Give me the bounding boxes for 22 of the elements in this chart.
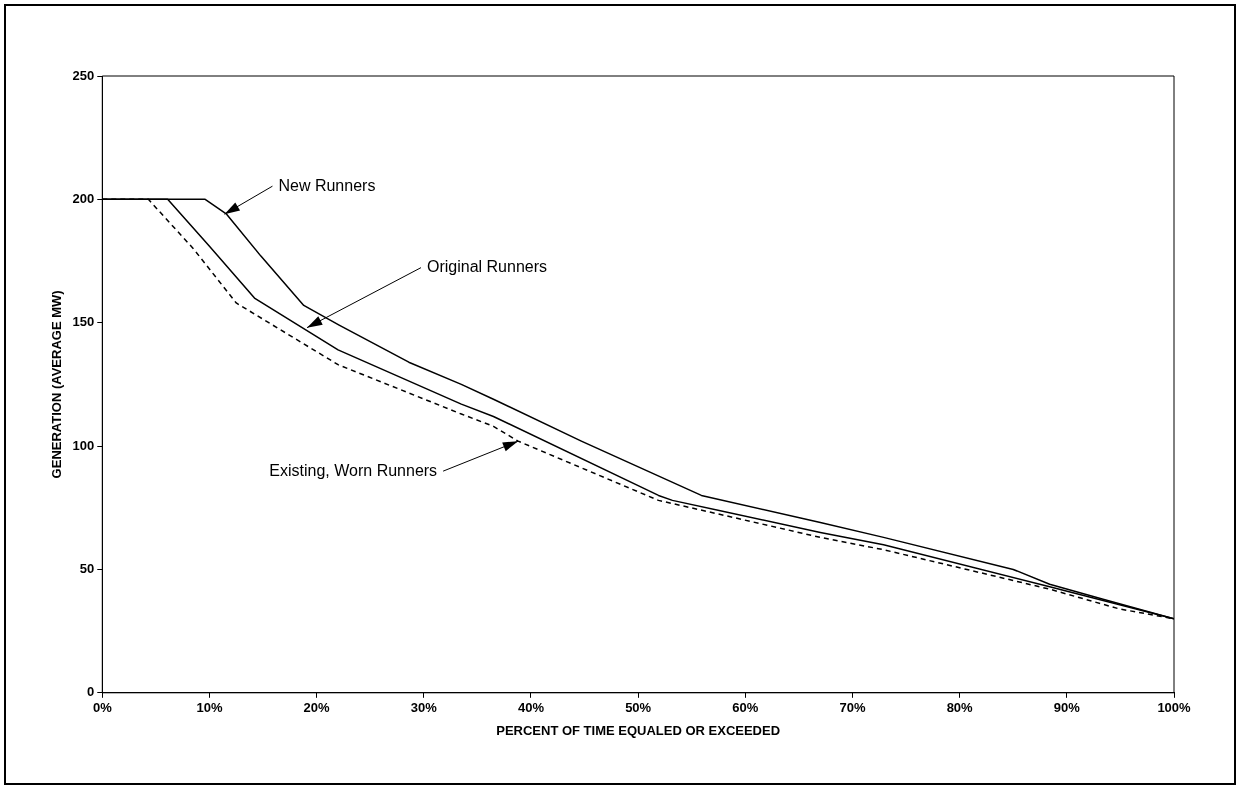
y-axis-title: GENERATION (AVERAGE MW) <box>49 290 65 479</box>
x-tick-label: 100% <box>1157 700 1192 716</box>
y-tick-label: 200 <box>72 190 95 206</box>
x-tick-label: 20% <box>303 700 331 716</box>
x-tick-label: 0% <box>92 700 113 716</box>
x-tick-label: 60% <box>732 700 759 716</box>
x-tick-label: 40% <box>517 700 545 716</box>
x-axis-title: PERCENT OF TIME EQUALED OR EXCEEDED <box>496 722 781 738</box>
annotation: New Runners <box>278 176 376 194</box>
y-tick-label: 0 <box>87 684 95 700</box>
x-tick-label: 50% <box>625 700 652 716</box>
y-tick-label: 100 <box>72 437 95 453</box>
x-tick-label: 90% <box>1053 700 1081 716</box>
x-tick-label: 70% <box>839 700 866 716</box>
y-tick-label: 150 <box>72 314 95 330</box>
y-tick-label: 50 <box>79 561 95 577</box>
x-tick-label: 80% <box>946 700 974 716</box>
y-tick-label: 250 <box>72 67 95 83</box>
annotation: Existing, Worn Runners <box>269 461 438 479</box>
annotation: Original Runners <box>426 258 548 276</box>
x-tick-label: 10% <box>196 700 223 716</box>
x-tick-label: 30% <box>410 700 438 716</box>
